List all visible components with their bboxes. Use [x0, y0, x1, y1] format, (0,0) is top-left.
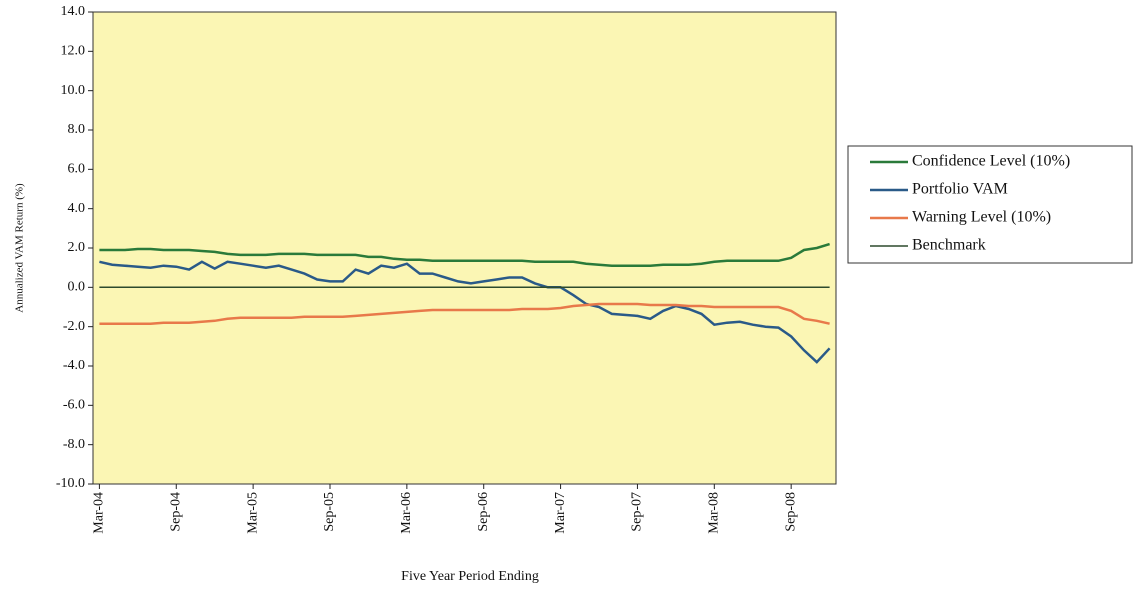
x-tick-label: Sep-06: [476, 492, 491, 532]
legend-label: Warning Level (10%): [912, 209, 1051, 226]
x-tick-label: Mar-08: [707, 492, 722, 534]
y-tick-label: -4.0: [63, 358, 85, 373]
y-tick-label: 14.0: [61, 4, 86, 19]
legend-box: [847, 145, 1133, 264]
y-tick-label: 8.0: [68, 122, 86, 137]
plot-area: [92, 11, 837, 485]
y-tick-label: 12.0: [61, 44, 86, 59]
series-line: [99, 302, 830, 325]
y-tick-label: -2.0: [63, 319, 85, 334]
series-line: [99, 242, 830, 267]
legend-label: Benchmark: [912, 237, 986, 254]
y-tick-label: 0.0: [68, 280, 86, 295]
x-axis-title: Five Year Period Ending: [401, 569, 539, 584]
y-tick-label: -10.0: [56, 476, 85, 491]
y-tick-label: 6.0: [68, 162, 86, 177]
y-axis-title: Annualized VAM Return (%): [14, 183, 26, 313]
x-tick-label: Mar-04: [92, 492, 107, 534]
series-line: [99, 260, 831, 364]
y-tick-label: -6.0: [63, 398, 85, 413]
legend-label: Confidence Level (10%): [912, 153, 1070, 170]
y-tick-label: -8.0: [63, 437, 85, 452]
x-tick-label: Mar-06: [399, 492, 414, 534]
x-tick-label: Mar-07: [553, 492, 568, 534]
x-tick-label: Sep-05: [322, 492, 337, 532]
y-tick-label: 4.0: [68, 201, 86, 216]
x-tick-label: Mar-05: [245, 492, 260, 534]
legend-label: Portfolio VAM: [912, 181, 1008, 198]
x-tick-label: Sep-08: [783, 492, 798, 532]
x-tick-label: Sep-07: [630, 492, 645, 532]
y-tick-label: 2.0: [68, 240, 86, 255]
x-tick-label: Sep-04: [168, 492, 183, 532]
y-tick-label: 10.0: [61, 83, 86, 98]
